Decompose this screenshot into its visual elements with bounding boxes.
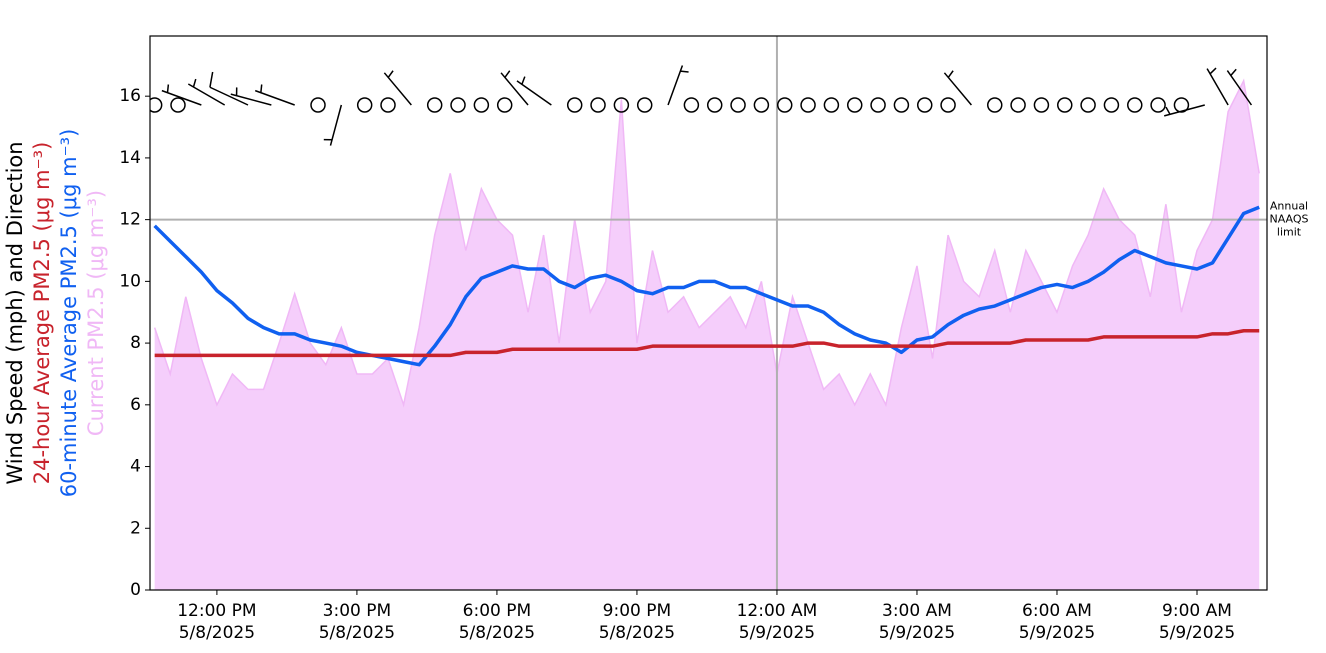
plot-area	[150, 36, 1267, 590]
x-tick-label: 5/8/2025	[599, 623, 675, 643]
x-tick-label: 5/8/2025	[179, 623, 255, 643]
wind-calm	[356, 97, 373, 113]
wind-calm	[1127, 97, 1143, 113]
wind-barb	[323, 104, 343, 146]
wind-calm	[730, 97, 746, 113]
y-tick-label: 8	[130, 333, 141, 353]
wind-calm	[170, 97, 186, 113]
x-tick-label: 6:00 AM	[1022, 601, 1092, 621]
wind-barb	[667, 65, 689, 106]
y-tick-label: 4	[130, 457, 141, 477]
y-label-current: Current PM2.5 (μg m⁻³)	[84, 190, 108, 436]
wind-calm	[916, 97, 933, 113]
y-label-wind: Wind Speed (mph) and Direction	[3, 141, 27, 484]
x-tick-label: 12:00 AM	[737, 601, 818, 621]
x-tick-label: 3:00 PM	[323, 601, 392, 621]
wind-calm	[426, 97, 443, 113]
series-line	[153, 205, 1260, 367]
wind-barb	[1206, 67, 1229, 106]
wind-barb	[943, 70, 972, 106]
wind-calm	[846, 97, 863, 113]
x-tick-label: 9:00 PM	[603, 601, 672, 621]
wind-barb	[254, 84, 295, 106]
wind-calm	[823, 97, 840, 113]
wind-calm	[776, 97, 793, 113]
y-label-60min: 60-minute Average PM2.5 (μg m⁻³)	[57, 129, 81, 498]
y-label-24h: 24-hour Average PM2.5 (μg m⁻³)	[30, 142, 54, 485]
x-tick-label: 5/8/2025	[459, 623, 535, 643]
x-tick-label: 9:00 AM	[1162, 601, 1232, 621]
wind-calm	[1150, 97, 1166, 113]
wind-barb	[516, 76, 552, 106]
wind-calm	[613, 97, 630, 113]
wind-calm	[566, 97, 583, 113]
y-tick-label: 12	[119, 210, 141, 230]
x-tick-label: 12:00 PM	[177, 601, 256, 621]
wind-barb	[209, 71, 249, 106]
wind-calm	[683, 97, 700, 113]
plot-frame	[149, 35, 1268, 591]
x-tick-label: 5/9/2025	[879, 623, 955, 643]
x-tick-label: 5/9/2025	[1019, 623, 1095, 643]
wind-calm	[496, 97, 513, 113]
x-tick-label: 5/8/2025	[319, 623, 395, 643]
y-tick-label: 14	[119, 148, 141, 168]
series-line	[154, 328, 1260, 358]
wind-calm	[800, 97, 816, 113]
wind-barb	[1164, 104, 1205, 117]
wind-calm	[987, 97, 1003, 113]
wind-calm	[1033, 97, 1050, 113]
wind-calm	[706, 97, 723, 113]
area-fill	[154, 80, 1260, 590]
wind-calm	[940, 97, 956, 113]
wind-calm	[636, 97, 653, 113]
reference-label: limit	[1277, 226, 1302, 239]
y-tick-label: 0	[130, 580, 141, 600]
wind-barb	[1226, 68, 1253, 106]
wind-calm	[1010, 97, 1026, 113]
wind-barb	[161, 84, 202, 106]
y-tick-label: 6	[130, 395, 141, 415]
area-line	[153, 78, 1260, 408]
x-tick-label: 6:00 PM	[463, 601, 532, 621]
y-tick-label: 10	[119, 271, 141, 291]
wind-calm	[590, 97, 606, 113]
y-tick-label: 16	[119, 86, 141, 106]
wind-calm	[380, 97, 396, 113]
x-tick-label: 5/9/2025	[739, 623, 815, 643]
wind-calm	[150, 97, 163, 113]
wind-barb	[500, 70, 529, 106]
wind-calm	[310, 97, 326, 113]
wind-calm	[450, 97, 466, 113]
x-tick-label: 3:00 AM	[882, 601, 952, 621]
wind-calm	[870, 97, 886, 113]
wind-calm	[893, 97, 910, 113]
wind-calm	[753, 97, 770, 113]
wind-barb	[230, 87, 272, 106]
wind-calm	[1057, 97, 1073, 113]
y-tick-label: 2	[130, 518, 141, 538]
reference-label: NAAQS	[1269, 213, 1308, 226]
wind-calm	[1080, 97, 1096, 113]
x-tick-label: 5/9/2025	[1159, 623, 1235, 643]
wind-barb	[383, 70, 412, 106]
y-axis-labels: Wind Speed (mph) and Direction 24-hour A…	[3, 129, 108, 498]
wind-calm	[473, 97, 490, 113]
wind-calm	[1103, 97, 1120, 113]
wind-barb	[187, 78, 226, 106]
reference-label: Annual	[1270, 200, 1308, 213]
